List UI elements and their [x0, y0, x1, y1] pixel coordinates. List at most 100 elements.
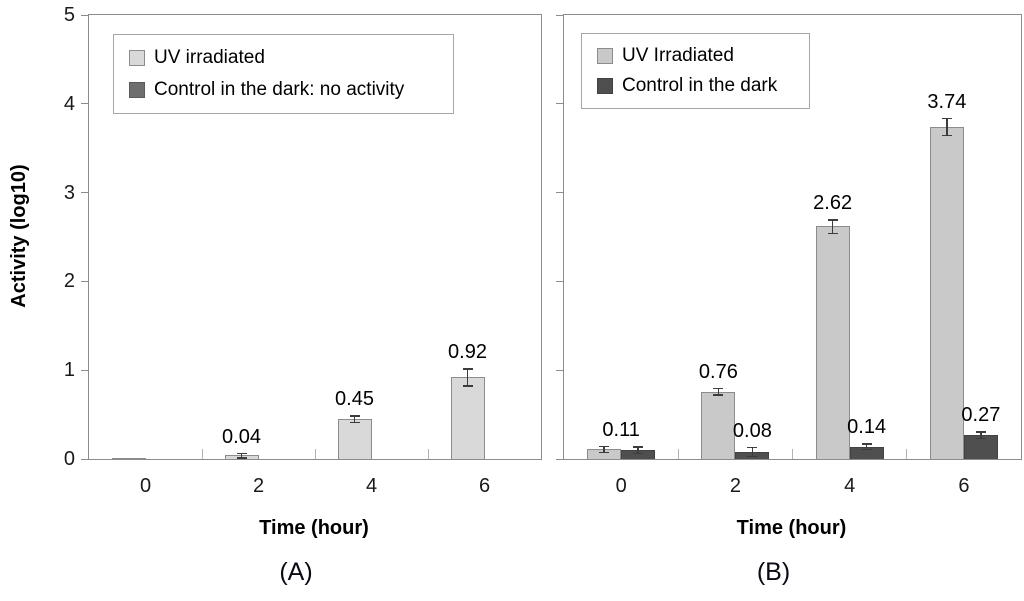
error-bar: [240, 453, 243, 458]
y-axis-tick: [81, 458, 89, 460]
panel-label-a: (A): [279, 558, 313, 586]
control-dark-swatch-icon: [129, 82, 145, 98]
error-bar-cap: [599, 451, 610, 454]
data-label-uv-4h: 2.62: [813, 192, 853, 215]
legend-label-uv-irradiated: UV Irradiated: [622, 44, 734, 66]
x-tick-label: 4: [844, 475, 856, 497]
plot-area-a: UV irradiated Control in the dark: no ac…: [64, 4, 542, 497]
error-bar-cap: [462, 368, 473, 370]
error-bar: [717, 388, 720, 395]
error-bar-cap: [236, 457, 247, 459]
y-axis-tick: [81, 369, 89, 371]
uv-irradiated-swatch-icon: [129, 50, 145, 66]
legend-item-uv-irradiated: UV irradiated: [129, 47, 443, 69]
data-label-uv-6h: 3.74: [927, 90, 967, 113]
data-label-uv-4h: 0.45: [335, 388, 374, 411]
legend-label-control-dark: Control in the dark: no activity: [154, 79, 405, 100]
error-bar-cap: [633, 446, 644, 448]
error-bar: [865, 444, 868, 449]
category-boundary-tick: [906, 449, 908, 459]
error-bar-cap: [747, 446, 758, 449]
bar-uv-4h: [337, 419, 372, 459]
error-bar: [946, 118, 948, 135]
x-tick-label: 2: [252, 475, 265, 497]
error-bar: [751, 447, 754, 456]
y-tick-label: 1: [63, 359, 75, 382]
bar-uv-4h: [815, 226, 850, 459]
data-label-uv-0h: 0.11: [602, 418, 640, 441]
error-bar-cap: [975, 437, 986, 440]
error-bar-cap: [827, 232, 838, 235]
legend-b: UV Irradiated Control in the dark: [581, 33, 810, 109]
x-axis-title-a: Time (hour): [259, 517, 369, 539]
legend-item-control-dark: Control in the dark: no activity: [129, 79, 443, 101]
error-bar: [980, 432, 982, 438]
y-tick-label: 4: [63, 92, 75, 115]
panel-label-b: (B): [756, 558, 791, 586]
error-bar-cap: [713, 387, 724, 390]
error-bar-cap: [349, 415, 360, 417]
error-bar-cap: [633, 452, 644, 455]
legend-label-uv-irradiated: UV irradiated: [154, 47, 265, 68]
error-bar-cap: [236, 452, 247, 455]
legend-item-control-dark: Control in the dark: [597, 75, 799, 97]
data-label-control-4h: 0.14: [847, 416, 887, 439]
plot-area-b: UV Irradiated Control in the dark 0 2 4 6 0.…: [556, 14, 1022, 497]
y-axis-tick: [81, 192, 89, 194]
legend-item-uv-irradiated: UV Irradiated: [597, 45, 799, 67]
y-axis-tick: [556, 369, 564, 371]
error-bar-cap: [941, 134, 952, 137]
y-axis-tick: [556, 458, 564, 460]
y-axis-tick: [81, 103, 89, 105]
y-axis-tick: [556, 192, 564, 194]
x-tick-label: 4: [365, 475, 378, 497]
error-bar-cap: [861, 448, 872, 451]
error-bar-cap: [747, 455, 758, 458]
error-bar-cap: [349, 421, 360, 424]
y-axis-tick: [81, 280, 89, 282]
error-bar-cap: [861, 443, 872, 445]
category-boundary-tick: [314, 449, 316, 459]
x-tick-label: 2: [729, 475, 741, 497]
x-tick-label: 6: [958, 475, 970, 497]
uv-irradiated-swatch-icon: [597, 47, 613, 64]
legend-a: UV irradiated Control in the dark: no ac…: [113, 34, 454, 114]
y-tick-label: 2: [63, 270, 75, 293]
error-bar-cap: [827, 219, 838, 221]
category-boundary-tick: [677, 449, 679, 459]
error-bar: [466, 369, 469, 386]
data-label-control-6h: 0.27: [961, 404, 1001, 427]
x-tick-label: 0: [139, 475, 152, 497]
y-tick-label: 0: [63, 448, 75, 470]
category-boundary-tick: [427, 449, 429, 459]
error-bar: [831, 220, 834, 233]
y-axis-tick: [556, 14, 564, 16]
control-dark-swatch-icon: [597, 78, 613, 95]
error-bar-cap: [599, 445, 610, 448]
error-bar-cap: [941, 117, 952, 120]
error-bar-cap: [975, 431, 986, 433]
data-label-uv-2h: 0.76: [698, 360, 738, 383]
data-label-uv-2h: 0.04: [222, 425, 261, 448]
category-boundary-tick: [201, 449, 203, 459]
bar-uv-0h: [111, 458, 146, 459]
error-bar-cap: [462, 385, 473, 387]
y-axis-title: Activity (log10): [8, 164, 30, 308]
y-axis-tick: [556, 280, 564, 282]
error-bar-cap: [713, 394, 724, 396]
error-bar: [637, 447, 639, 453]
data-label-control-2h: 0.08: [732, 419, 772, 442]
bar-uv-6h: [450, 377, 485, 459]
y-axis-tick: [556, 103, 564, 105]
x-tick-label: 0: [615, 475, 627, 497]
y-tick-label: 5: [63, 4, 75, 26]
category-boundary-tick: [792, 449, 793, 459]
bar-uv-2h: [701, 391, 736, 459]
legend-label-control-dark: Control in the dark: [622, 75, 778, 97]
y-axis-tick: [81, 14, 89, 16]
x-axis-title-b: Time (hour): [736, 517, 847, 539]
error-bar: [353, 416, 356, 422]
x-tick-label: 6: [478, 475, 491, 497]
data-label-uv-6h: 0.92: [448, 341, 487, 364]
